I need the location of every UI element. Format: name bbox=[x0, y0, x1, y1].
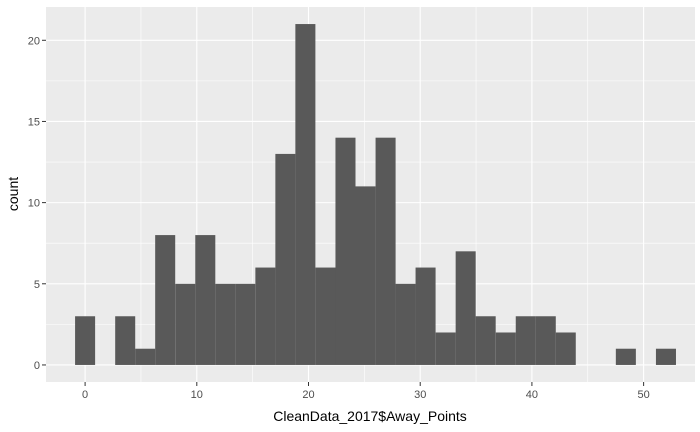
histogram-bar-10 bbox=[275, 153, 296, 365]
histogram-bar-18 bbox=[435, 332, 456, 365]
histogram-bar-5 bbox=[175, 283, 196, 365]
histogram-bar-4 bbox=[155, 235, 176, 365]
y-axis-title: count bbox=[5, 177, 21, 211]
x-axis: 0 10 20 30 40 50 bbox=[82, 382, 650, 401]
histogram-bar-27 bbox=[615, 348, 636, 365]
histogram-bar-22 bbox=[515, 316, 536, 365]
histogram-bar-9 bbox=[255, 267, 276, 365]
x-tick-label: 10 bbox=[191, 389, 203, 401]
x-tick-label: 0 bbox=[82, 389, 88, 401]
histogram-bar-19 bbox=[455, 251, 476, 365]
y-tick-label: 5 bbox=[34, 279, 40, 291]
histogram-bar-3 bbox=[135, 348, 156, 365]
y-tick-label: 20 bbox=[28, 35, 40, 47]
histogram-bar-13 bbox=[335, 137, 356, 365]
x-tick-label: 50 bbox=[637, 389, 649, 401]
y-tick-label: 10 bbox=[28, 198, 40, 210]
histogram-bars bbox=[75, 24, 676, 365]
histogram-bar-12 bbox=[315, 267, 336, 365]
histogram-bar-16 bbox=[395, 283, 416, 365]
histogram-bar-0 bbox=[75, 316, 96, 365]
histogram-bar-21 bbox=[495, 332, 516, 365]
x-tick-label: 20 bbox=[302, 389, 314, 401]
histogram-bar-15 bbox=[375, 137, 396, 365]
histogram-bar-11 bbox=[295, 24, 316, 365]
x-axis-title: CleanData_2017$Away_Points bbox=[273, 408, 467, 424]
histogram-bar-24 bbox=[555, 332, 576, 365]
y-tick-label: 15 bbox=[28, 116, 40, 128]
histogram-bar-2 bbox=[115, 316, 136, 365]
y-axis: 0 5 10 15 20 bbox=[28, 35, 46, 372]
histogram-bar-7 bbox=[215, 283, 236, 365]
x-tick-label: 40 bbox=[526, 389, 538, 401]
histogram-bar-17 bbox=[415, 267, 436, 365]
histogram-bar-8 bbox=[235, 283, 256, 365]
histogram-bar-20 bbox=[475, 316, 496, 365]
x-tick-label: 30 bbox=[414, 389, 426, 401]
histogram-bar-23 bbox=[535, 316, 556, 365]
histogram-bar-6 bbox=[195, 235, 216, 365]
y-tick-label: 0 bbox=[34, 360, 40, 372]
histogram-bar-14 bbox=[355, 186, 376, 365]
histogram-bar-29 bbox=[655, 348, 676, 365]
